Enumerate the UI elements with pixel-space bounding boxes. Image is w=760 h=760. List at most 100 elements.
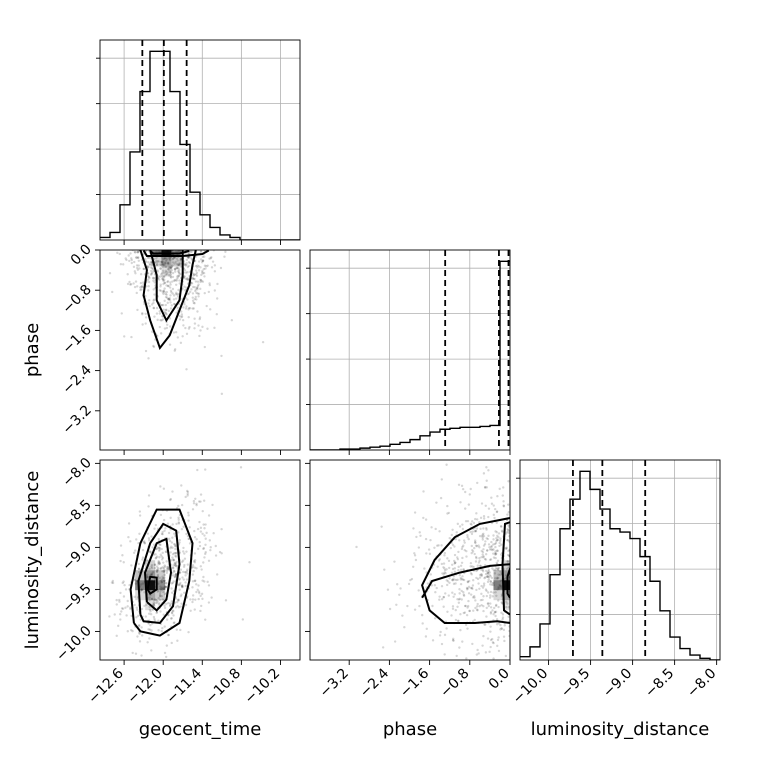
sample-point — [450, 571, 454, 575]
sample-point — [158, 556, 161, 559]
sample-point — [461, 527, 465, 531]
sample-point — [495, 510, 499, 513]
sample-point — [476, 577, 480, 581]
sample-point — [207, 559, 211, 562]
sample-point — [487, 534, 490, 538]
sample-point — [481, 553, 484, 556]
density-cell — [145, 560, 156, 571]
sample-point — [160, 256, 164, 259]
sample-point — [471, 565, 474, 568]
sample-point — [122, 595, 126, 598]
sample-point — [135, 538, 138, 541]
sample-point — [167, 568, 170, 571]
sample-point — [152, 277, 155, 280]
sample-point — [500, 529, 504, 532]
sample-point — [413, 608, 417, 611]
sample-point — [170, 266, 173, 270]
sample-point — [200, 568, 203, 571]
sample-point — [485, 589, 488, 593]
sample-point — [173, 562, 177, 565]
sample-point — [153, 566, 157, 570]
sample-point — [435, 501, 438, 504]
sample-point — [199, 493, 203, 496]
sample-point — [440, 478, 444, 481]
panel-background — [100, 460, 300, 660]
sample-point — [174, 544, 177, 548]
sample-point — [446, 557, 449, 560]
sample-point — [479, 516, 483, 520]
sample-point — [413, 554, 417, 557]
sample-point — [169, 617, 173, 620]
sample-point — [480, 555, 483, 559]
sample-point — [197, 295, 200, 298]
sample-point — [191, 598, 195, 601]
sample-point — [502, 486, 505, 489]
sample-point — [178, 577, 181, 580]
sample-point — [187, 630, 190, 634]
sample-point — [504, 547, 507, 550]
sample-point — [464, 623, 468, 627]
sample-point — [479, 564, 482, 568]
sample-point — [499, 628, 502, 631]
sample-point — [173, 302, 176, 306]
sample-point — [159, 513, 163, 517]
sample-point — [498, 541, 501, 545]
sample-point — [205, 304, 208, 308]
sample-point — [185, 570, 189, 573]
sample-point — [158, 595, 162, 598]
sample-point — [502, 628, 506, 632]
x-tick-label: −10.8 — [203, 666, 245, 708]
sample-point — [458, 539, 461, 542]
sample-point — [189, 250, 192, 254]
sample-point — [159, 267, 162, 271]
sample-point — [458, 525, 462, 528]
sample-point — [201, 259, 205, 262]
sample-point — [489, 625, 492, 628]
sample-point — [161, 575, 164, 578]
sample-point — [507, 510, 510, 514]
sample-point — [177, 292, 180, 296]
sample-point — [486, 580, 490, 584]
sample-point — [164, 585, 168, 589]
sample-point — [187, 256, 190, 259]
sample-point — [495, 539, 498, 543]
sample-point — [177, 583, 180, 587]
sample-point — [170, 617, 173, 620]
sample-point — [457, 601, 461, 604]
sample-point — [195, 502, 198, 505]
sample-point — [462, 544, 465, 547]
sample-point — [165, 265, 168, 269]
sample-point — [460, 561, 464, 564]
sample-point — [135, 256, 138, 259]
sample-point — [127, 254, 130, 257]
sample-point — [489, 606, 493, 609]
histogram-panel-phase — [306, 249, 511, 451]
sample-point — [154, 601, 157, 605]
sample-point — [454, 618, 458, 622]
sample-point — [149, 550, 152, 553]
grid — [520, 460, 720, 660]
sample-point — [140, 607, 144, 611]
sample-point — [177, 270, 181, 274]
sample-point — [130, 257, 133, 260]
sample-point — [468, 609, 471, 613]
sample-point — [161, 277, 165, 280]
sample-point — [479, 598, 483, 602]
sample-point — [474, 544, 478, 547]
sample-point — [463, 541, 466, 544]
x-tick-label: −12.0 — [124, 666, 166, 708]
sample-point — [401, 614, 404, 617]
panel-frame — [309, 459, 511, 661]
sample-point — [448, 581, 451, 585]
sample-point — [493, 610, 497, 614]
sample-point — [172, 564, 175, 567]
sample-point — [196, 286, 199, 290]
sample-point — [193, 277, 196, 281]
x-tick-label: −8.5 — [642, 666, 677, 701]
sample-point — [183, 552, 186, 555]
sample-point — [507, 523, 510, 527]
sample-point — [459, 613, 462, 616]
sample-point — [460, 484, 464, 488]
sample-point — [192, 277, 196, 281]
sample-point — [502, 663, 504, 665]
